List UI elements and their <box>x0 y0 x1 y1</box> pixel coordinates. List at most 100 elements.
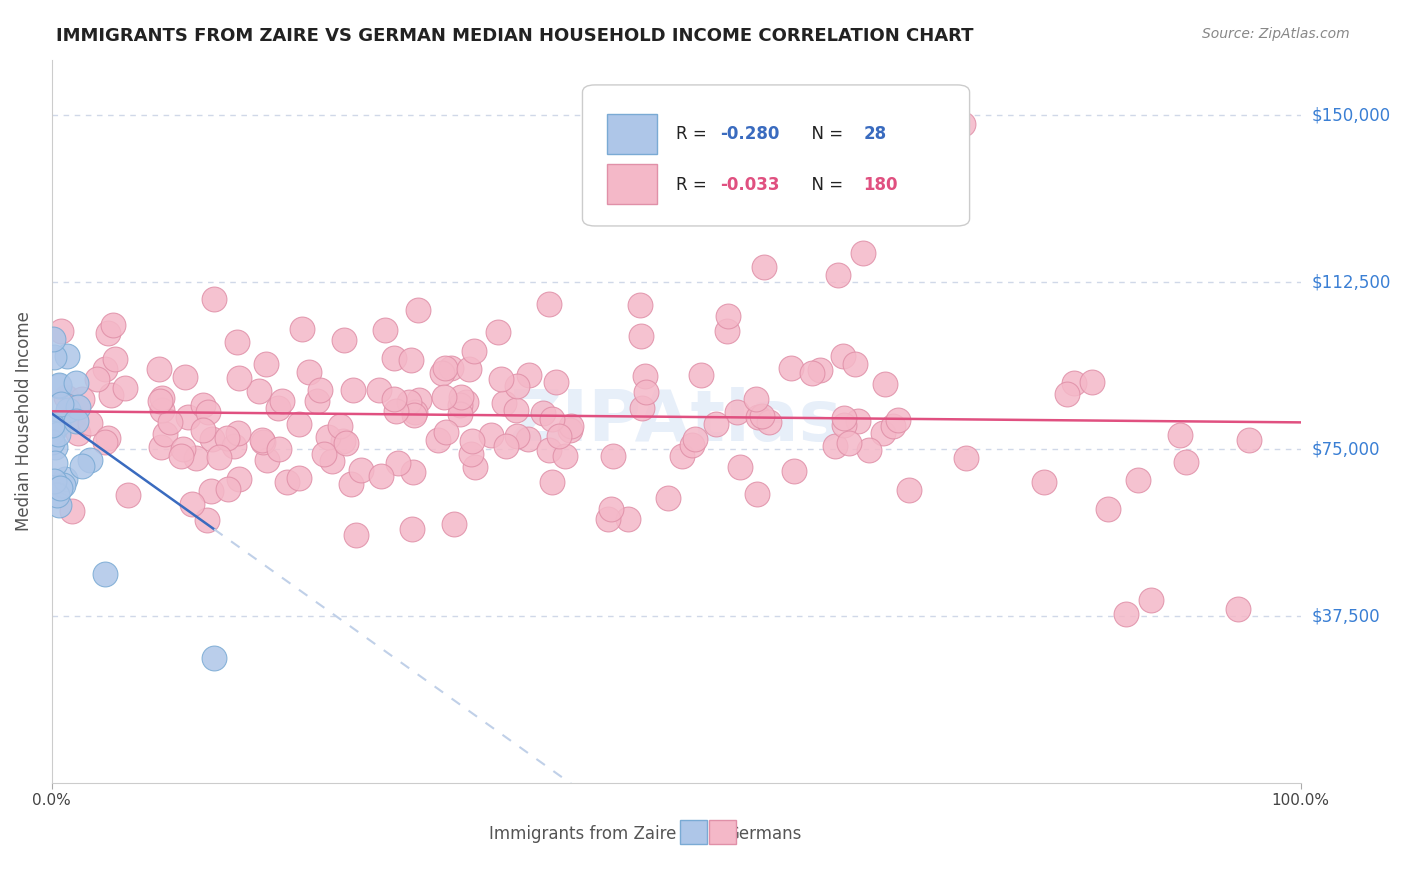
Point <box>634 368 657 383</box>
Point <box>554 449 576 463</box>
Point <box>350 463 373 477</box>
Point <box>827 268 849 283</box>
Point <box>254 357 277 371</box>
Point <box>94 435 117 450</box>
Point <box>247 384 270 398</box>
Point <box>309 384 332 398</box>
Text: $75,000: $75,000 <box>1312 440 1381 458</box>
Point <box>600 502 623 516</box>
Text: IMMIGRANTS FROM ZAIRE VS GERMAN MEDIAN HOUSEHOLD INCOME CORRELATION CHART: IMMIGRANTS FROM ZAIRE VS GERMAN MEDIAN H… <box>56 27 974 45</box>
Point <box>342 383 364 397</box>
Point <box>387 457 409 471</box>
Point <box>752 260 775 274</box>
Point <box>683 432 706 446</box>
Point <box>48 377 70 392</box>
Point <box>44 474 66 488</box>
Point <box>1227 602 1250 616</box>
Point <box>104 351 127 366</box>
Point <box>321 453 343 467</box>
Point <box>202 651 225 665</box>
Point <box>340 477 363 491</box>
Text: Immigrants from Zaire: Immigrants from Zaire <box>489 824 676 843</box>
Point <box>491 372 513 386</box>
Point <box>882 419 904 434</box>
Point <box>94 566 117 581</box>
Point <box>332 434 354 448</box>
Text: N =: N = <box>801 125 848 143</box>
Point <box>1175 454 1198 468</box>
Point <box>200 484 222 499</box>
Point <box>492 395 515 409</box>
Point <box>832 349 855 363</box>
Point <box>155 427 177 442</box>
Point <box>728 459 751 474</box>
Point <box>202 293 225 307</box>
Point <box>66 426 89 441</box>
Text: N =: N = <box>801 176 848 194</box>
Point <box>374 323 396 337</box>
Point <box>148 361 170 376</box>
Point <box>79 452 101 467</box>
Point <box>872 426 894 441</box>
Point <box>48 481 70 495</box>
Point <box>228 370 250 384</box>
Point <box>558 424 581 438</box>
Point <box>517 368 540 383</box>
Point <box>617 511 640 525</box>
Point <box>70 392 93 406</box>
Point <box>450 390 472 404</box>
Point <box>602 449 624 463</box>
Point <box>838 435 860 450</box>
Point <box>433 361 456 376</box>
Point <box>717 309 740 323</box>
Point <box>1097 501 1119 516</box>
Point <box>197 405 219 419</box>
Point <box>67 400 90 414</box>
Point <box>101 318 124 333</box>
Point <box>385 404 408 418</box>
Point <box>560 419 582 434</box>
Point <box>858 443 880 458</box>
Point <box>344 528 367 542</box>
Point <box>46 426 69 441</box>
Point <box>367 383 389 397</box>
Point <box>537 442 560 457</box>
Point <box>41 426 63 441</box>
Point <box>288 471 311 485</box>
Point <box>844 357 866 371</box>
Point <box>250 434 273 448</box>
Point <box>486 325 509 339</box>
Point <box>56 350 79 364</box>
Point <box>252 434 274 449</box>
Point <box>228 425 250 440</box>
Point <box>170 449 193 463</box>
Point <box>398 395 420 409</box>
FancyBboxPatch shape <box>709 820 737 845</box>
Point <box>41 425 63 440</box>
Point <box>382 351 405 366</box>
Point <box>631 401 654 415</box>
Point <box>41 435 63 450</box>
Point <box>291 322 314 336</box>
Point <box>681 438 703 452</box>
Point <box>745 392 768 406</box>
Point <box>955 451 977 466</box>
Point <box>852 246 875 260</box>
Point <box>256 453 278 467</box>
Point <box>1115 607 1137 621</box>
Point <box>704 417 727 432</box>
Text: Germans: Germans <box>725 824 801 843</box>
FancyBboxPatch shape <box>681 820 707 845</box>
Point <box>217 482 239 496</box>
Point <box>505 402 527 417</box>
Point <box>44 350 66 364</box>
Point <box>65 376 87 390</box>
Point <box>506 429 529 443</box>
Point <box>464 459 486 474</box>
Text: $37,500: $37,500 <box>1312 607 1381 625</box>
FancyBboxPatch shape <box>607 114 658 153</box>
Point <box>399 353 422 368</box>
Point <box>41 417 63 432</box>
Point <box>461 434 484 449</box>
Point <box>402 465 425 479</box>
